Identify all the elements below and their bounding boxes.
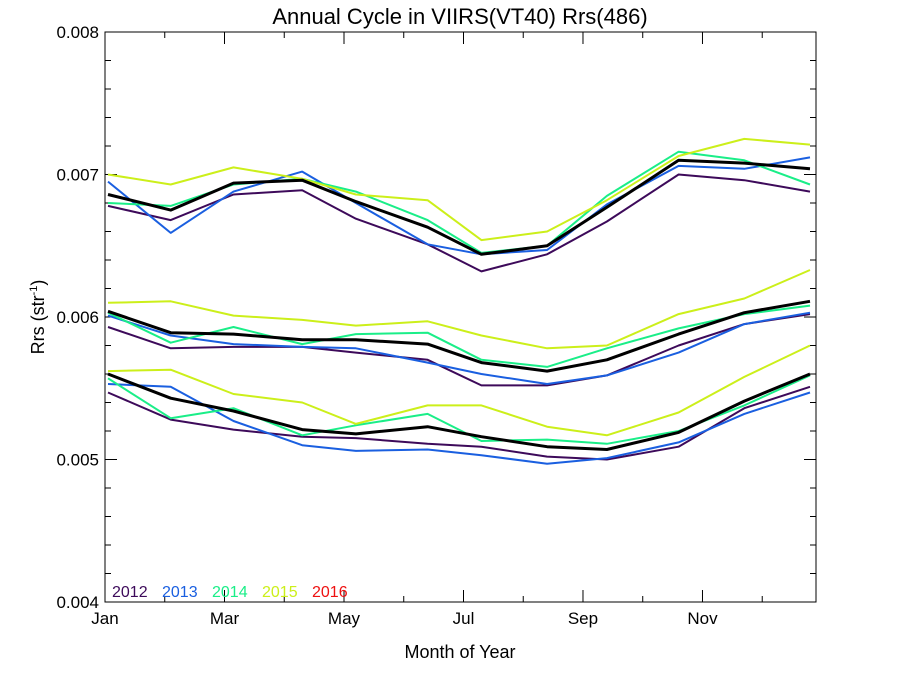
series-line	[107, 156, 811, 256]
axis-ticks	[104, 31, 816, 603]
legend-entry-2013: 2013	[162, 584, 198, 601]
series-line	[107, 383, 811, 465]
series-group-1	[107, 137, 811, 273]
series-group-2	[107, 269, 811, 387]
series-lines	[107, 137, 811, 465]
series-line	[107, 344, 811, 437]
x-tick-labels: Jan Mar May Jul Sep Nov	[91, 609, 718, 628]
x-tick-label: Jul	[453, 609, 475, 628]
x-tick-label: Sep	[568, 609, 598, 628]
y-tick-label: 0.007	[56, 166, 99, 185]
series-line	[107, 311, 811, 385]
x-tick-label: Mar	[210, 609, 240, 628]
x-tick-label: May	[328, 609, 361, 628]
y-axis-label-close: )	[28, 280, 48, 286]
x-tick-label: Nov	[687, 609, 718, 628]
y-tick-label: 0.006	[56, 308, 99, 327]
y-axis-label: Rrs (str-1)	[28, 280, 48, 355]
y-tick-label: 0.005	[56, 451, 99, 470]
series-line	[107, 313, 811, 387]
legend-entry-2012: 2012	[112, 584, 148, 601]
series-line	[107, 385, 811, 461]
y-tick-label: 0.008	[56, 23, 99, 42]
series-line	[107, 304, 811, 368]
mean-series-line	[107, 372, 811, 451]
series-group-3	[107, 344, 811, 465]
chart-title: Annual Cycle in VIIRS(VT40) Rrs(486)	[272, 4, 647, 29]
y-tick-label: 0.004	[56, 593, 99, 612]
x-axis-label: Month of Year	[404, 642, 515, 662]
legend-entry-2016: 2016	[312, 584, 348, 601]
y-axis-label-main: Rrs (str	[28, 295, 48, 354]
legend-entry-2015: 2015	[262, 584, 298, 601]
x-tick-label: Jan	[91, 609, 118, 628]
legend-entry-2014: 2014	[212, 584, 248, 601]
legend: 2012 2013 2014 2015 2016	[112, 584, 348, 601]
mean-series-line	[107, 299, 811, 373]
series-line	[107, 269, 811, 350]
y-axis-label-superscript: -1	[28, 286, 40, 296]
series-line	[107, 137, 811, 242]
y-tick-labels: 0.004 0.005 0.006 0.007 0.008	[56, 23, 99, 612]
mean-series-line	[107, 158, 811, 256]
plot-frame	[104, 31, 817, 603]
